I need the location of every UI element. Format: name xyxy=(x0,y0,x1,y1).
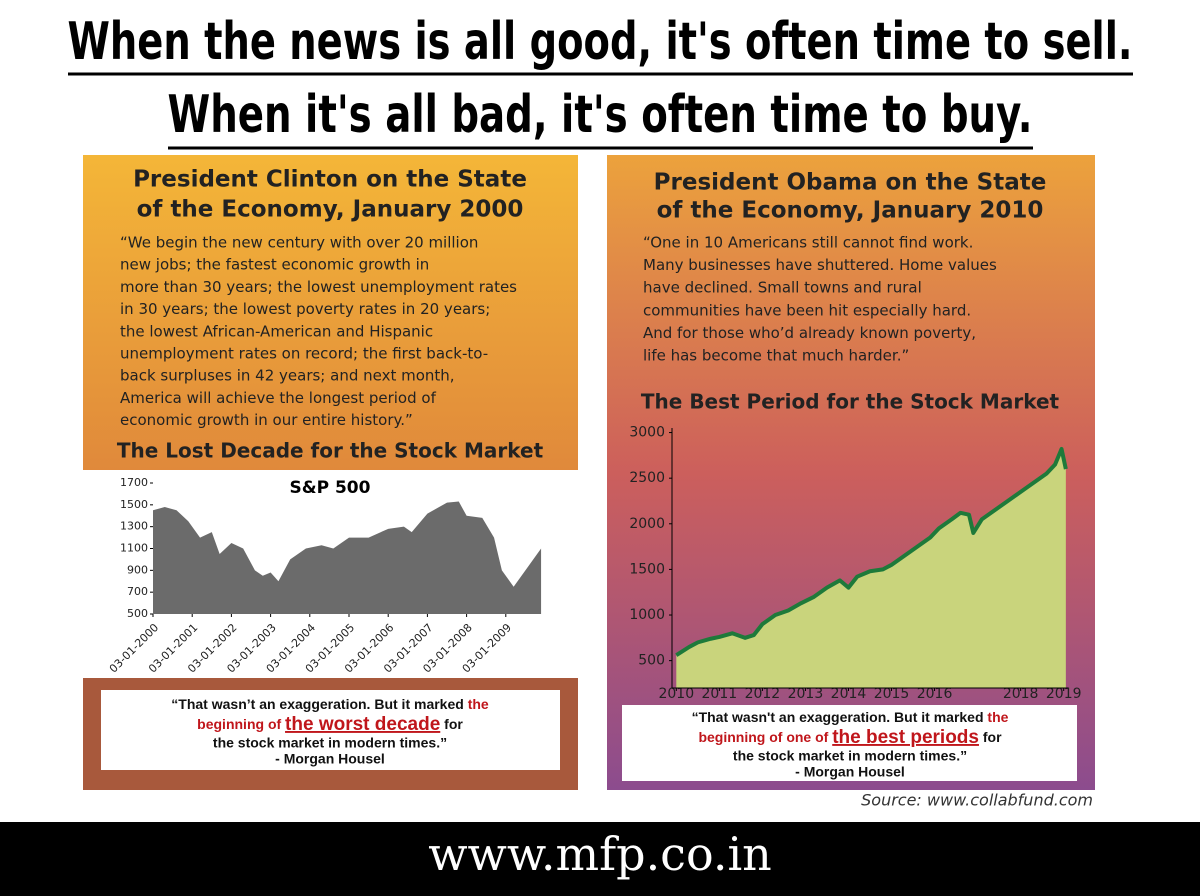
quote-line: “One in 10 Americans still cannot find w… xyxy=(643,234,973,252)
heading: of the Economy, January 2000 xyxy=(137,197,524,223)
callout-line: - Morgan Housel xyxy=(275,751,385,767)
callout-line: the stock market in modern times.” xyxy=(733,748,967,764)
heading: of the Economy, January 2010 xyxy=(657,198,1044,224)
x-tick-label: 2012 xyxy=(745,686,781,702)
chart-title: The Lost Decade for the Stock Market xyxy=(117,439,544,463)
y-tick-label: 1500 xyxy=(120,498,148,511)
quote-line: America will achieve the longest period … xyxy=(120,389,437,407)
footer-bg xyxy=(0,822,1200,896)
callout-box xyxy=(622,705,1077,781)
quote-line: economic growth in our entire history.” xyxy=(120,411,413,429)
quote-line: new jobs; the fastest economic growth in xyxy=(120,256,429,274)
quote-line: in 30 years; the lowest poverty rates in… xyxy=(120,300,490,318)
y-tick-label: 900 xyxy=(127,563,148,576)
y-tick-label: 2500 xyxy=(629,470,665,486)
x-tick-label: 2011 xyxy=(702,686,738,702)
callout-line: “That wasn’t an exaggeration. But it mar… xyxy=(171,696,489,712)
quote-line: communities have been hit especially har… xyxy=(643,301,971,319)
callout-line: - Morgan Housel xyxy=(795,764,905,780)
x-tick-label: 2010 xyxy=(658,686,694,702)
quote-line: have declined. Small towns and rural xyxy=(643,279,922,297)
y-tick-label: 1000 xyxy=(629,607,665,623)
y-tick-label: 1700 xyxy=(120,476,148,489)
x-tick-label: 2014 xyxy=(831,686,867,702)
chart-subtitle: S&P 500 xyxy=(290,478,371,498)
y-tick-label: 1500 xyxy=(629,561,665,577)
source: Source: www.collabfund.com xyxy=(861,791,1093,810)
callout-line: beginning of the worst decade for xyxy=(197,714,463,735)
quote-line: unemployment rates on record; the first … xyxy=(120,345,488,363)
headline: When it's all bad, it's often time to bu… xyxy=(168,85,1033,145)
heading: President Obama on the State xyxy=(654,170,1047,196)
line xyxy=(675,446,1068,657)
x-tick-label: 2019 xyxy=(1046,686,1082,702)
quote-line: And for those who’d already known povert… xyxy=(643,324,976,342)
x-tick-label: 2015 xyxy=(874,686,910,702)
y-tick-label: 1100 xyxy=(120,542,148,555)
chart-title: The Best Period for the Stock Market xyxy=(641,390,1060,414)
x-tick-label: 2013 xyxy=(788,686,824,702)
quote-line: “We begin the new century with over 20 m… xyxy=(120,234,478,252)
callout-line: the stock market in modern times.” xyxy=(213,735,447,751)
y-tick-label: 500 xyxy=(638,653,665,669)
callout-line: beginning of one of the best periods for xyxy=(698,727,1002,748)
y-tick-label: 1300 xyxy=(120,520,148,533)
panel-bg xyxy=(83,155,578,470)
headline: When the news is all good, it's often ti… xyxy=(68,12,1133,72)
quote-line: life has become that much harder.” xyxy=(643,347,909,365)
heading: President Clinton on the State xyxy=(133,167,527,193)
quote-line: more than 30 years; the lowest unemploym… xyxy=(120,278,517,296)
callout-line: “That wasn't an exaggeration. But it mar… xyxy=(692,709,1009,725)
area xyxy=(676,448,1066,688)
area xyxy=(153,501,542,614)
quote-line: back surpluses in 42 years; and next mon… xyxy=(120,367,455,385)
x-tick-label: 2016 xyxy=(917,686,953,702)
footer: www.mfp.co.in xyxy=(428,827,772,881)
y-tick-label: 3000 xyxy=(629,425,665,441)
y-tick-label: 2000 xyxy=(629,516,665,532)
quote-line: Many businesses have shuttered. Home val… xyxy=(643,256,997,274)
y-tick-label: 500 xyxy=(127,607,148,620)
y-tick-label: 700 xyxy=(127,585,148,598)
callout-box xyxy=(101,690,560,770)
quote-line: the lowest African-American and Hispanic xyxy=(120,322,433,340)
x-tick-label: 2018 xyxy=(1003,686,1039,702)
